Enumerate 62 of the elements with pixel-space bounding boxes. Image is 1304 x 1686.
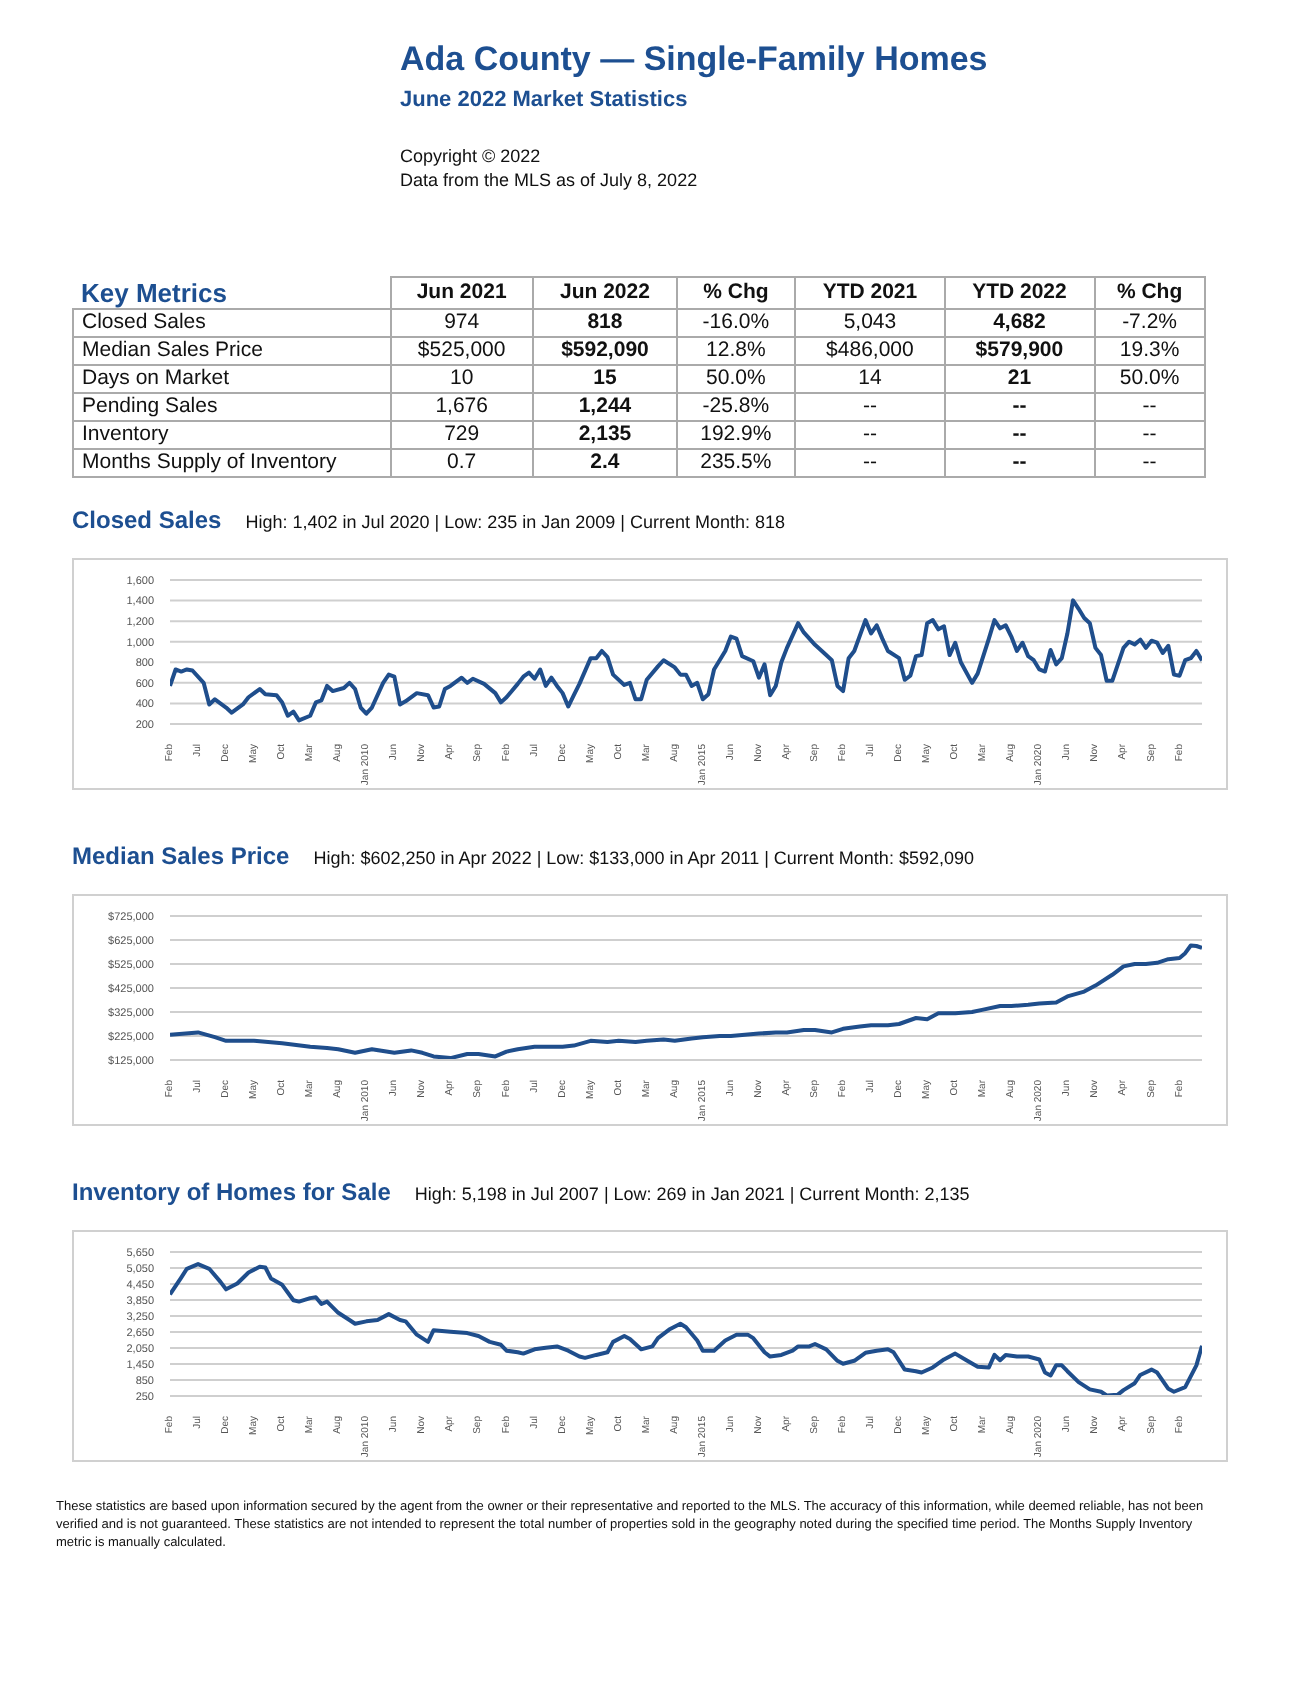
text: Data from the MLS as of July 8, 2022 [400,168,700,192]
text: 974 [444,309,480,333]
text: -25.8% [702,393,770,417]
category-label: Days on Market [82,365,230,389]
text: 1,244 [578,393,632,417]
category-label: Inventory [82,421,169,445]
text: -16.0% [702,309,770,333]
chart-title: Inventory of Homes for Sale [72,1178,391,1206]
category-label: Jun 2021 [390,277,534,308]
text: 50.0% [706,365,766,389]
text: -- [1012,393,1027,417]
category-label: % Chg [676,277,796,308]
text: -- [1012,449,1027,473]
text: -- [862,449,877,473]
category-label: Closed Sales [82,309,206,333]
text: 235.5% [700,449,772,473]
text: June 2022 Market Statistics [400,88,690,112]
text: -- [862,421,877,445]
text: Copyright © 2022 [400,144,543,168]
chart-title: Median Sales Price [72,842,290,870]
category-label: Months Supply of Inventory [82,449,337,473]
text: -- [862,393,877,417]
text: 14 [858,365,882,389]
chart-subtitle: High: $602,250 in Apr 2022 | Low: $133,000 in Apr 2011 | Current Month: $592,090 [313,848,974,868]
line-series [170,598,1202,723]
text: 5,043 [843,309,897,333]
category-label: YTD 2021 [795,277,945,308]
text: $579,900 [975,337,1064,361]
text: 2.4 [590,449,620,473]
text: 21 [1007,365,1032,389]
line-series [170,943,1202,1060]
line-series [170,1262,1202,1396]
text: 15 [593,365,617,389]
text: -7.2% [1122,309,1177,333]
text: $592,090 [561,337,649,361]
text: -- [1012,421,1027,445]
category-label: Pending Sales [82,393,218,417]
text: $525,000 [417,337,506,361]
text: $486,000 [826,337,914,361]
text: 12.8% [706,337,766,361]
text: -- [1142,421,1157,445]
text: 2,135 [578,421,632,445]
chart-subtitle: High: 1,402 in Jul 2020 | Low: 235 in Jan 2009 | Current Month: 818 [245,512,786,532]
text: 192.9% [700,421,772,445]
category-label: YTD 2022 [944,277,1095,308]
text: 50.0% [1119,365,1180,389]
category-label: Jun 2022 [533,277,677,308]
chart-title: Closed Sales [72,506,222,534]
text: -- [1142,393,1157,417]
category-label: % Chg [1094,277,1205,308]
text: Key Metrics [79,277,229,308]
category-label: Median Sales Price [82,337,263,361]
text: 818 [587,309,623,333]
chart-subtitle: High: 5,198 in Jul 2007 | Low: 269 in Jan 2021 | Current Month: 2,135 [414,1184,970,1204]
text: 0.7 [447,449,477,473]
text: 729 [444,421,480,445]
text: -- [1142,449,1157,473]
text: 10 [449,365,474,389]
text: Ada County — Single-Family Homes [400,40,990,80]
text: 4,682 [993,309,1046,333]
text: 19.3% [1119,337,1180,361]
text: 1,676 [435,393,488,417]
